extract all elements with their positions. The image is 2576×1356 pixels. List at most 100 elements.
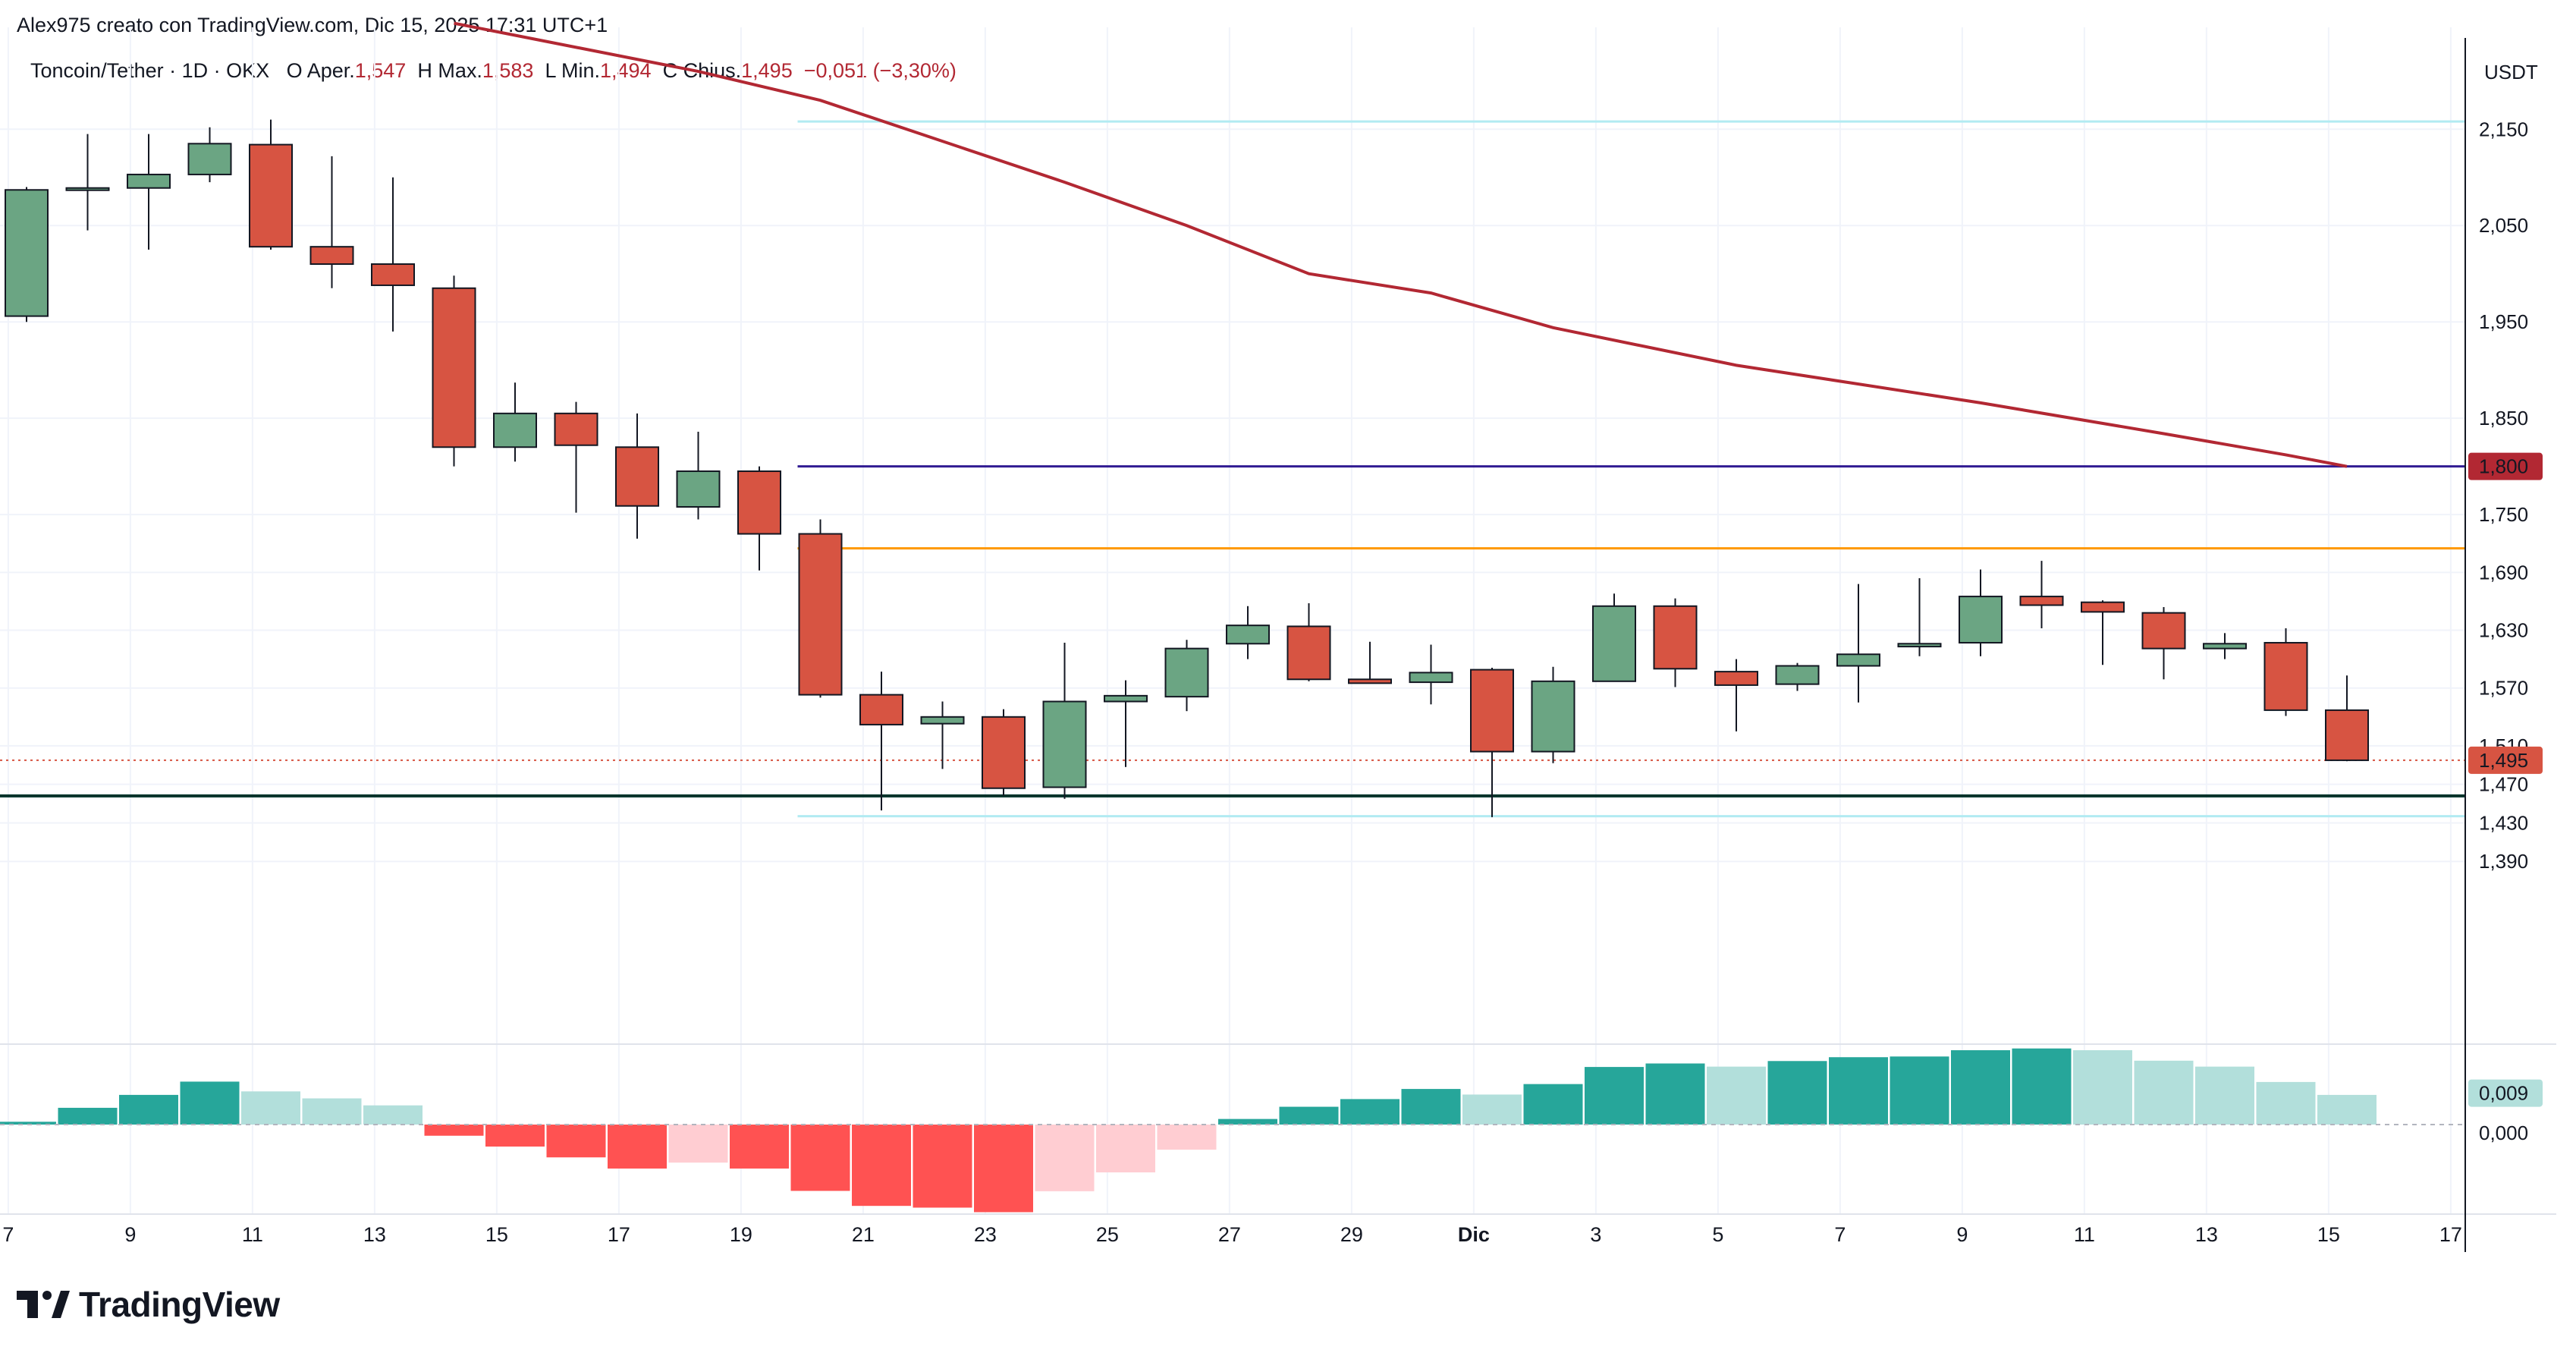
grid-lines xyxy=(0,27,2556,1215)
histogram-bar xyxy=(1523,1084,1583,1125)
date-tick-label: 13 xyxy=(2195,1223,2218,1246)
histogram-bar xyxy=(180,1081,240,1125)
date-tick-label: 7 xyxy=(2,1223,14,1246)
time-axis[interactable]: 7 9 11 13 15 17 19 21 23 25 27 29 Dic 3 5 7 9 11 13 15 17 xyxy=(2,1223,2462,1246)
histogram-bar xyxy=(0,1122,56,1125)
candle-body xyxy=(249,143,293,248)
price-tick-label: 1,690 xyxy=(2479,561,2528,584)
date-tick-label: 5 xyxy=(1712,1223,1723,1246)
close-value: 1,495 xyxy=(741,59,793,82)
histogram-zero-label: 0,000 xyxy=(2479,1122,2528,1144)
brand-name: TradingView xyxy=(79,1285,280,1324)
candle-body xyxy=(615,446,659,507)
histogram-bar xyxy=(852,1125,911,1207)
price-tick-label: 1,390 xyxy=(2479,850,2528,873)
candle-body xyxy=(737,470,781,535)
histogram-bar xyxy=(2317,1094,2377,1125)
histogram-bar xyxy=(1035,1125,1095,1191)
price-tick-label: 2,050 xyxy=(2479,214,2528,237)
date-tick-label: 29 xyxy=(1340,1223,1363,1246)
histogram-bar xyxy=(119,1094,178,1125)
date-tick-label: 27 xyxy=(1218,1223,1241,1246)
histogram-bar xyxy=(1707,1066,1766,1125)
date-tick-label: 13 xyxy=(363,1223,386,1246)
candle-body xyxy=(1836,653,1880,667)
price-tick-label: 1,750 xyxy=(2479,503,2528,526)
candle-body xyxy=(1409,672,1453,684)
low-value: 1,494 xyxy=(600,59,652,82)
histogram-bar xyxy=(2134,1060,2194,1125)
price-tag-label: 1,800 xyxy=(2479,455,2528,478)
candle-body xyxy=(1164,647,1209,698)
candle-body xyxy=(371,263,415,286)
histogram-bar xyxy=(1157,1125,1217,1150)
price-axis[interactable]: USDT 2,150 2,050 1,950 1,850 1,750 1,690 1,630 1… xyxy=(2464,38,2543,1252)
date-tick-label: 7 xyxy=(1834,1223,1846,1246)
date-tick-label: 3 xyxy=(1590,1223,1601,1246)
date-tick-label: 9 xyxy=(1956,1223,1968,1246)
date-tick-label: 25 xyxy=(1096,1223,1119,1246)
date-tick-label: 15 xyxy=(2317,1223,2340,1246)
date-tick-label: 11 xyxy=(2074,1223,2095,1246)
histogram-bar xyxy=(1951,1050,2010,1125)
histogram-bar xyxy=(241,1091,300,1125)
date-tick-label: 9 xyxy=(124,1223,136,1246)
tradingview-logo[interactable]: TradingView xyxy=(17,1284,280,1325)
histogram-bar xyxy=(913,1125,972,1208)
price-tick-label: 1,950 xyxy=(2479,310,2528,333)
change-value: −0,051 (−3,30%) xyxy=(803,59,957,82)
candle-body xyxy=(2141,612,2186,650)
candle-body xyxy=(1714,671,1758,686)
candle-body xyxy=(1042,700,1087,788)
price-tick-label: 2,150 xyxy=(2479,118,2528,140)
candle-body xyxy=(1286,625,1331,681)
horizontal-level-lines[interactable] xyxy=(0,120,2465,818)
low-label: L xyxy=(545,59,556,82)
high-value: 1,583 xyxy=(482,59,534,82)
histogram-bar xyxy=(1279,1106,1339,1125)
histogram-bar xyxy=(1340,1099,1400,1125)
histogram-bar xyxy=(608,1125,667,1169)
histogram-bar xyxy=(363,1105,423,1125)
candle-body xyxy=(1775,665,1820,685)
date-tick-label: 17 xyxy=(608,1223,630,1246)
candle-body xyxy=(1959,596,2003,644)
candle-body xyxy=(309,246,354,266)
histogram-bar xyxy=(790,1125,850,1191)
high-label: H xyxy=(417,59,432,82)
ema-line-group xyxy=(454,21,2348,468)
candle-body xyxy=(5,189,49,317)
symbol-name[interactable]: Toncoin/Tether · 1D · OKX xyxy=(30,59,270,82)
price-tick-label: 1,430 xyxy=(2479,811,2528,834)
candle-body xyxy=(1592,605,1636,682)
tradingview-logo-icon xyxy=(17,1291,70,1318)
histogram-bar xyxy=(974,1125,1033,1213)
candle-body xyxy=(2019,596,2064,606)
open-label: O xyxy=(286,59,303,82)
candle-body xyxy=(1348,678,1392,684)
histogram-bar xyxy=(485,1125,545,1147)
price-tag xyxy=(2468,746,2543,774)
candle-body xyxy=(1653,605,1698,670)
histogram-bar xyxy=(2256,1081,2316,1125)
date-tick-label: 19 xyxy=(730,1223,752,1246)
histogram-bar xyxy=(1767,1061,1827,1125)
candle-body xyxy=(493,412,537,448)
candle-body xyxy=(1531,680,1575,753)
candle-body xyxy=(65,187,110,191)
candle-body xyxy=(554,412,598,446)
histogram-bar xyxy=(424,1125,484,1136)
candle-body xyxy=(127,173,171,189)
histogram-bar xyxy=(58,1107,118,1125)
histogram-value-label: 0,009 xyxy=(2479,1082,2528,1105)
histogram-bar xyxy=(668,1125,728,1163)
histogram-bar xyxy=(302,1098,362,1125)
date-tick-label: 11 xyxy=(242,1223,263,1246)
histogram-bar xyxy=(2195,1066,2254,1125)
candle-body xyxy=(676,470,721,508)
price-tick-label: 1,570 xyxy=(2479,677,2528,700)
high-prefix: Max. xyxy=(438,59,482,82)
histogram-value-tag xyxy=(2468,1079,2543,1107)
candle-body xyxy=(187,143,232,175)
